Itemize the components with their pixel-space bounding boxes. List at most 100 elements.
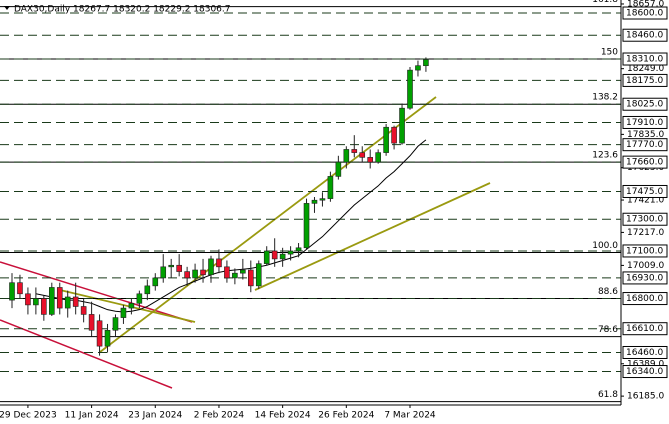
level-label: 18600.0 [626,9,663,19]
y-tick-label: 18249.0 [627,64,664,74]
level-box [622,365,668,379]
candle-body [415,65,421,71]
trendline [0,261,193,323]
y-tick-label: 17421.0 [627,196,664,206]
level-box [622,115,668,129]
candle-body [56,287,63,309]
candle-body [216,258,222,268]
fib-label: 161.8 [592,0,618,5]
level-label: 16610.0 [626,324,663,334]
candle-body [255,263,262,287]
level-label: 18460.0 [626,31,663,41]
candle-body [423,59,429,67]
candle-body [248,269,254,287]
trendline [254,182,491,291]
level-label: 18310.0 [626,55,663,65]
level-box [622,271,668,285]
candle-body [367,157,374,163]
level-box [622,6,668,20]
candle-body [295,247,302,252]
y-tick-label: 17217.0 [627,228,664,238]
candle-body [383,126,389,153]
candle-body [176,264,182,272]
level-label: 17910.0 [626,118,663,128]
candle-body [168,264,174,268]
candle-body [287,250,294,255]
x-tick-label: 2 Feb 2024 [194,411,245,421]
x-tick-label: 29 Dec 2023 [0,411,57,421]
candle-body [375,152,381,163]
fib-label: 150 [601,48,618,58]
candle-body [160,266,167,279]
candle-body [232,272,238,279]
candle-body [104,329,111,347]
candle-body [263,250,270,264]
trendline [59,289,196,323]
fib-label: 123.6 [592,151,618,161]
level-box [622,292,668,306]
candle-body [240,269,246,274]
level-label: 16800.0 [626,294,663,304]
level-box [622,345,668,359]
candle-body [25,293,31,306]
candle-body [335,161,342,177]
candle-body [327,176,334,199]
x-tick-label: 7 Mar 2024 [384,411,436,421]
level-box [622,244,668,258]
fib-label: 61.8 [598,390,618,400]
level-box [622,322,668,336]
level-label: 18175.0 [626,76,663,86]
fib-label: 138.2 [592,93,618,103]
level-box [622,138,668,152]
level-box [622,73,668,87]
level-label: 18025.0 [626,100,663,110]
candle-body [120,307,127,318]
y-tick-label: 17835.0 [627,130,664,140]
candle-body [112,317,119,331]
trendline [99,96,437,353]
candle-body [224,266,230,279]
level-label: 16930.0 [626,273,663,283]
trendline [0,319,173,389]
candle-body [41,298,47,315]
candle-body [9,282,15,301]
level-box [622,28,668,42]
candle-body [200,269,206,276]
level-label: 17100.0 [626,246,663,256]
plot-area [0,6,621,403]
level-box [622,155,668,169]
candle-body [359,152,366,158]
level-label: 16460.0 [626,348,663,358]
candle-body [72,296,79,307]
candle-body [136,293,143,304]
level-label: 16340.0 [626,367,663,377]
menu-icon[interactable] [4,6,10,10]
y-tick-label: 16389.0 [627,359,664,369]
candle-body [80,306,87,315]
x-tick-label: 26 Feb 2024 [318,411,374,421]
candle-body [303,203,310,249]
candle-body [128,303,135,309]
level-label: 17475.0 [626,187,663,197]
candle-body [33,298,39,306]
level-box [622,184,668,198]
y-tick-label: 18657.0 [627,0,664,9]
candle-body [279,253,286,260]
level-label: 17770.0 [626,140,663,150]
chart-title: DAX30,Daily 18267.7 18320.2 18229.2 1830… [14,5,231,15]
candle-body [407,69,413,109]
level-box [622,52,668,66]
candle-body [64,296,71,309]
candle-body [319,198,326,201]
candle-body [96,320,103,347]
candle-body [351,149,358,153]
candle-body [343,149,350,163]
moving-average [35,139,427,313]
candle-body [17,282,23,295]
level-box [622,97,668,111]
candle-body [208,258,214,276]
x-tick-label: 14 Feb 2024 [255,411,311,421]
candle-body [184,271,190,279]
candle-body [152,277,159,287]
